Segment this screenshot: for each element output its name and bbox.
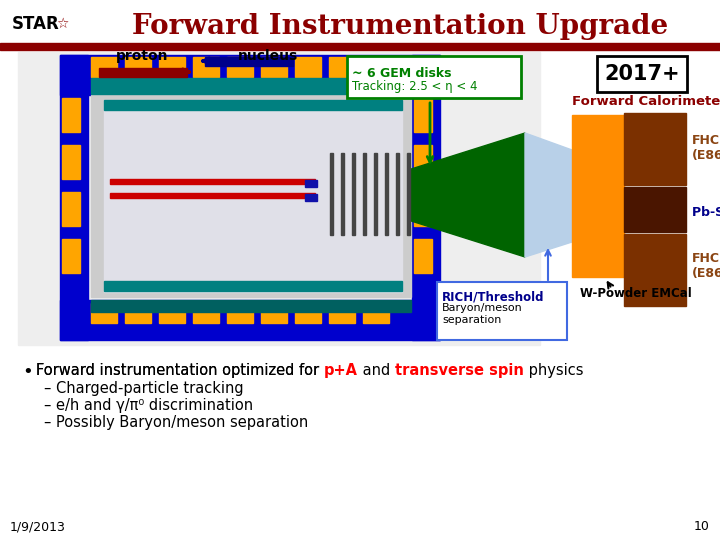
Bar <box>60 300 440 340</box>
Bar <box>18 52 540 345</box>
Text: and: and <box>358 363 395 378</box>
Bar <box>60 55 88 340</box>
Text: FHC: FHC <box>692 133 720 146</box>
Text: 2017+: 2017+ <box>604 64 680 84</box>
Text: nucleus: nucleus <box>238 49 298 63</box>
Bar <box>305 194 317 201</box>
Bar <box>295 303 321 323</box>
Bar <box>363 57 389 77</box>
Bar <box>412 55 440 340</box>
Bar <box>407 153 410 235</box>
Text: RICH/Threshold: RICH/Threshold <box>442 290 544 303</box>
Bar <box>205 57 293 66</box>
Bar <box>125 303 151 323</box>
Bar <box>99 68 187 77</box>
Text: ~ 6 GEM disks: ~ 6 GEM disks <box>352 67 451 80</box>
Bar <box>352 153 355 235</box>
Text: transverse spin: transverse spin <box>395 363 523 378</box>
Bar <box>104 281 402 291</box>
Text: separation: separation <box>442 315 501 325</box>
Bar <box>341 153 344 235</box>
Bar <box>62 192 80 226</box>
Text: proton: proton <box>116 49 168 63</box>
Bar <box>624 187 686 232</box>
Bar <box>227 303 253 323</box>
Bar <box>414 239 432 273</box>
Bar <box>91 57 117 77</box>
Bar <box>159 57 185 77</box>
Text: •: • <box>22 363 32 381</box>
Bar <box>91 300 411 312</box>
Bar <box>261 57 287 77</box>
Bar <box>104 100 402 110</box>
Text: – Possibly Baryon/meson separation: – Possibly Baryon/meson separation <box>44 415 308 430</box>
Text: W-Powder EMCal: W-Powder EMCal <box>580 287 692 300</box>
Bar <box>363 303 389 323</box>
Bar <box>125 57 151 77</box>
Bar <box>374 153 377 235</box>
Text: Tracking: 2.5 < η < 4: Tracking: 2.5 < η < 4 <box>352 80 477 93</box>
Text: (E864): (E864) <box>692 148 720 161</box>
Bar <box>261 303 287 323</box>
Bar <box>193 57 219 77</box>
Text: Baryon/meson: Baryon/meson <box>442 303 523 313</box>
Bar <box>227 57 253 77</box>
Text: Pb-Sc HCal: Pb-Sc HCal <box>692 206 720 219</box>
Bar <box>414 145 432 179</box>
Bar <box>91 78 411 94</box>
Bar <box>329 57 355 77</box>
Bar <box>91 303 117 323</box>
Bar <box>624 113 686 185</box>
Bar <box>104 100 402 292</box>
Bar <box>414 98 432 132</box>
Bar <box>305 180 317 187</box>
Bar <box>330 153 333 235</box>
FancyBboxPatch shape <box>347 56 521 98</box>
Bar <box>329 303 355 323</box>
Text: (E864): (E864) <box>692 267 720 280</box>
Bar <box>385 153 388 235</box>
FancyBboxPatch shape <box>597 56 687 92</box>
Text: physics: physics <box>523 363 583 378</box>
Bar <box>110 179 315 184</box>
Bar <box>624 234 686 306</box>
Text: – Charged-particle tracking: – Charged-particle tracking <box>44 381 243 396</box>
Text: 1/9/2013: 1/9/2013 <box>10 520 66 533</box>
Bar <box>295 57 321 77</box>
Bar <box>193 303 219 323</box>
Bar <box>62 145 80 179</box>
Bar <box>363 153 366 235</box>
Text: 10: 10 <box>694 520 710 533</box>
Text: Forward instrumentation optimized for: Forward instrumentation optimized for <box>36 363 324 378</box>
Bar <box>62 239 80 273</box>
Bar <box>572 115 624 277</box>
Bar <box>110 193 315 198</box>
Bar <box>0 43 720 50</box>
Bar <box>60 55 440 95</box>
Text: Forward Calorimeter System (FCS): Forward Calorimeter System (FCS) <box>572 95 720 108</box>
FancyBboxPatch shape <box>437 282 567 340</box>
Text: FHC: FHC <box>692 252 720 265</box>
Text: Forward Instrumentation Upgrade: Forward Instrumentation Upgrade <box>132 12 668 39</box>
Bar <box>396 153 399 235</box>
Polygon shape <box>525 133 572 257</box>
Polygon shape <box>408 133 525 257</box>
Text: ☆: ☆ <box>56 17 68 31</box>
Bar <box>414 192 432 226</box>
Bar <box>159 303 185 323</box>
Text: p+A: p+A <box>324 363 358 378</box>
Bar <box>91 95 411 297</box>
Text: Forward instrumentation optimized for: Forward instrumentation optimized for <box>36 363 324 378</box>
Text: – e/h and γ/π⁰ discrimination: – e/h and γ/π⁰ discrimination <box>44 398 253 413</box>
Text: STAR: STAR <box>12 15 60 33</box>
Bar <box>62 98 80 132</box>
